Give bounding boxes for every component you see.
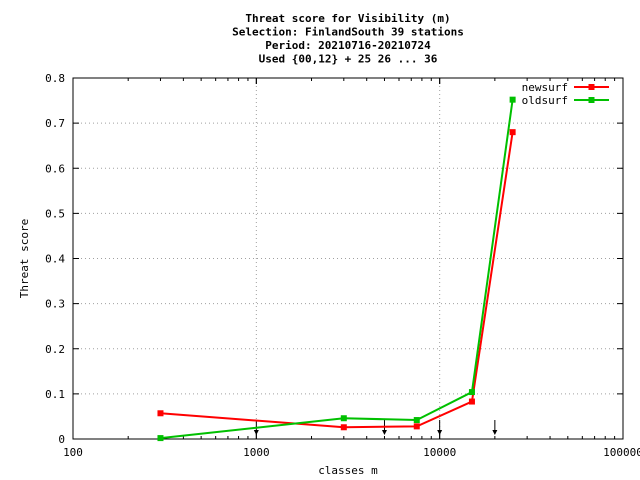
threshold-arrow-head bbox=[492, 430, 498, 435]
y-tick-label: 0.4 bbox=[45, 253, 65, 266]
data-point-newsurf bbox=[413, 423, 420, 430]
legend-label-oldsurf: oldsurf bbox=[522, 94, 568, 107]
x-tick-label: 100000 bbox=[603, 446, 640, 459]
x-tick-label: 10000 bbox=[423, 446, 456, 459]
grid-lines bbox=[73, 78, 623, 439]
x-axis-label: classes m bbox=[318, 464, 378, 477]
plot-frame bbox=[72, 77, 624, 440]
y-tick-label: 0.3 bbox=[45, 298, 65, 311]
data-point-newsurf bbox=[468, 398, 475, 405]
x-tick-label: 1000 bbox=[243, 446, 270, 459]
y-axis-label: Threat score bbox=[18, 219, 31, 298]
y-axis-ticks: 0 0.1 0.2 0.3 0.4 0.5 0.6 0.7 0.8 bbox=[45, 72, 623, 446]
data-point-oldsurf bbox=[468, 389, 475, 396]
data-point-oldsurf bbox=[509, 96, 516, 103]
title-line-4: Used {00,12} + 25 26 ... 36 bbox=[259, 53, 438, 66]
chart-title: Threat score for Visibility (m)Selection… bbox=[232, 12, 464, 66]
title-line-2: Selection: FinlandSouth 39 stations bbox=[232, 26, 464, 39]
y-tick-label: 0 bbox=[58, 433, 65, 446]
x-tick-label: 100 bbox=[63, 446, 83, 459]
x-axis-ticks: 100 1000 10000 100000 bbox=[63, 78, 640, 459]
y-tick-label: 0.1 bbox=[45, 388, 65, 401]
series-line-oldsurf bbox=[160, 99, 514, 440]
threshold-arrow-head bbox=[437, 430, 443, 435]
legend-marker-newsurf bbox=[588, 84, 595, 90]
data-point-oldsurf bbox=[413, 417, 420, 424]
threshold-markers bbox=[253, 420, 498, 435]
title-line-1: Threat score for Visibility (m) bbox=[245, 12, 450, 25]
threshold-arrow-head bbox=[381, 430, 387, 435]
series-line-newsurf bbox=[160, 132, 514, 429]
y-tick-label: 0.5 bbox=[45, 207, 65, 220]
y-tick-label: 0.8 bbox=[45, 72, 65, 85]
data-point-newsurf bbox=[340, 424, 347, 431]
data-series bbox=[157, 96, 516, 442]
threshold-arrow-head bbox=[253, 430, 259, 435]
data-point-newsurf bbox=[157, 410, 164, 417]
data-point-oldsurf bbox=[340, 415, 347, 422]
data-point-newsurf bbox=[509, 129, 516, 136]
legend-label-newsurf: newsurf bbox=[522, 81, 568, 94]
y-tick-label: 0.7 bbox=[45, 117, 65, 130]
y-tick-label: 0.2 bbox=[45, 343, 65, 356]
legend-marker-oldsurf bbox=[588, 97, 595, 103]
title-line-3: Period: 20210716-20210724 bbox=[265, 39, 431, 52]
data-point-oldsurf bbox=[157, 435, 164, 442]
y-tick-label: 0.6 bbox=[45, 162, 65, 175]
